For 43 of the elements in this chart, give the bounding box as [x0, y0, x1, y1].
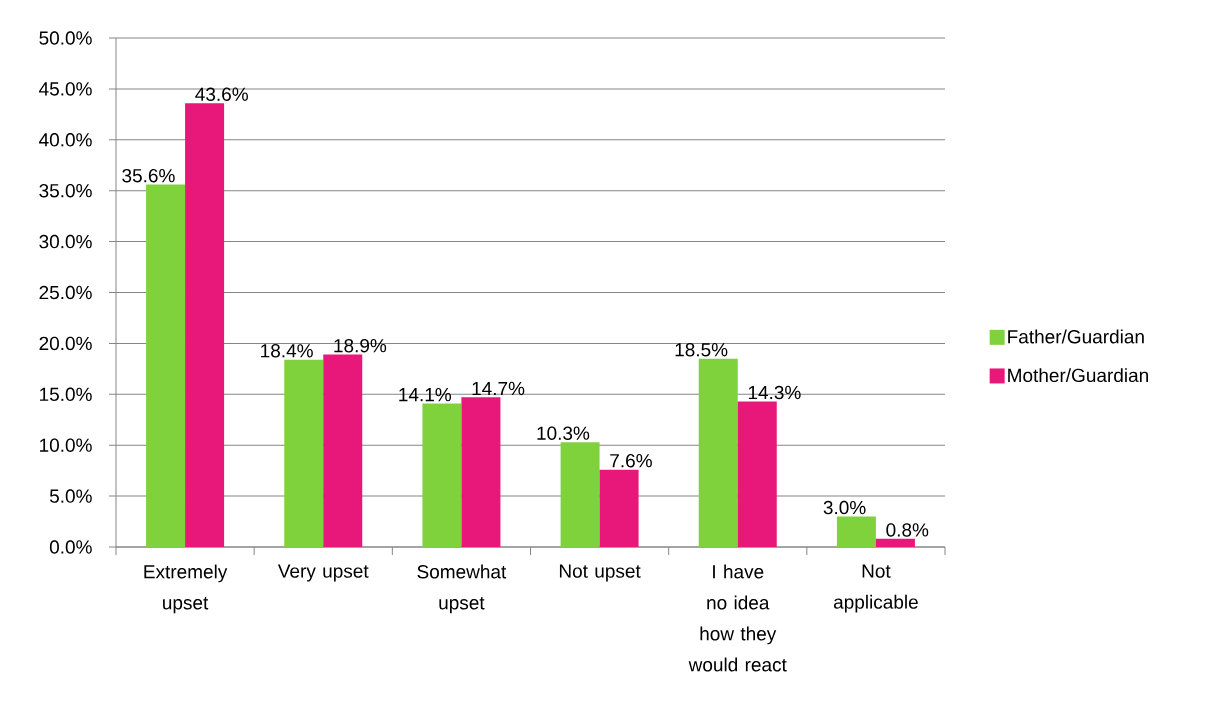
- y-tick-label: 40.0%: [39, 133, 92, 147]
- data-label: 43.6%: [195, 87, 248, 101]
- y-tick-label: 45.0%: [39, 82, 92, 96]
- bar: [737, 401, 777, 547]
- data-label: 10.3%: [537, 426, 590, 440]
- y-tick-label: 50.0%: [39, 31, 92, 45]
- data-label: 3.0%: [823, 500, 866, 515]
- x-tick-label: I have no idea how they would react: [688, 564, 787, 672]
- y-tick-label: 5.0%: [49, 489, 92, 503]
- y-tick-label: 10.0%: [40, 438, 92, 452]
- data-label: 0.8%: [886, 523, 929, 537]
- data-label: 7.6%: [610, 453, 652, 468]
- bar: [599, 469, 639, 547]
- data-label: 14.1%: [399, 387, 452, 402]
- bar: [875, 538, 915, 547]
- data-label: 35.6%: [122, 168, 175, 183]
- bar: [698, 358, 738, 547]
- data-label: 18.9%: [334, 338, 387, 353]
- bar: [185, 103, 225, 547]
- y-tick-label: 25.0%: [39, 285, 92, 300]
- x-tick-label: Very upset: [277, 564, 369, 582]
- data-label: 18.5%: [675, 343, 728, 357]
- data-label: 14.3%: [748, 385, 801, 400]
- y-tick-label: 15.0%: [40, 387, 92, 402]
- bar: [323, 354, 363, 547]
- y-tick-label: 20.0%: [39, 336, 92, 351]
- bar: [284, 359, 324, 547]
- bar: [560, 442, 600, 547]
- bar: [146, 184, 186, 547]
- bar: [422, 403, 462, 547]
- data-label: 18.4%: [261, 344, 313, 358]
- y-tick-label: 35.0%: [39, 183, 92, 198]
- data-label: 14.7%: [472, 381, 525, 396]
- legend-label: Mother/Guardian: [1008, 368, 1148, 383]
- legend-label: Father/Guardian: [1008, 329, 1144, 344]
- x-tick-label: Not upset: [559, 564, 641, 582]
- x-tick-label: Somewhat upset: [417, 564, 507, 614]
- y-tick-label: 30.0%: [39, 234, 92, 249]
- y-tick-label: 0.0%: [49, 540, 92, 554]
- bar: [836, 516, 876, 547]
- bar: [461, 397, 501, 547]
- x-tick-label: Extremely upset: [144, 564, 228, 614]
- x-tick-label: Not applicable: [833, 564, 918, 613]
